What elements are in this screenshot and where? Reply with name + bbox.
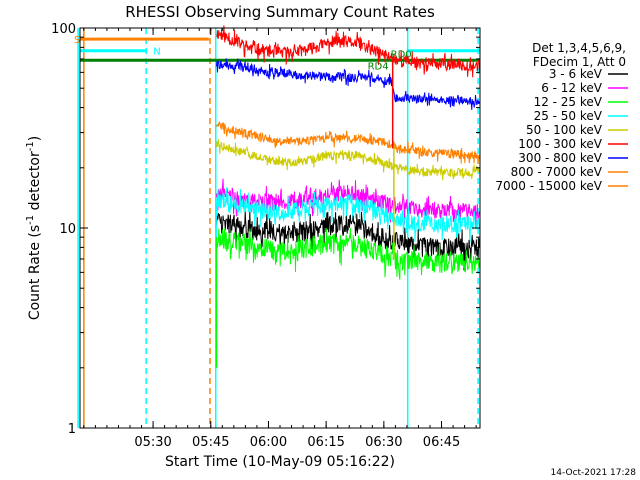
x-tick-label: 06:00 [250,435,287,450]
y-label-exponent: -1 [25,141,36,151]
x-tick-label: 06:15 [307,435,344,450]
state-bars: SN [74,35,480,62]
plot-area [79,27,481,429]
legend: Det 1,3,4,5,6,9, FDecim 1, Att 0 3 - 6 k… [495,41,628,193]
state-label: RD0 [391,50,412,61]
legend-entry-label: 25 - 50 keV [534,109,603,123]
state-bar-label: S [74,35,80,46]
chart-title: RHESSI Observing Summary Count Rates [125,3,435,21]
state-bar-label: N [153,47,160,58]
x-tick-label: 05:45 [192,435,229,450]
legend-header: FDecim 1, Att 0 [533,55,626,69]
series-line [216,58,481,111]
x-tick-label: 06:45 [423,435,460,450]
y-label-exponent: -1 [25,215,36,225]
y-label-part: ) [27,136,43,141]
legend-entry-label: 12 - 25 keV [534,95,603,109]
timestamp: 14-Oct-2021 17:28 [551,468,637,478]
y-axis-ticks: 1 10 100 [51,22,480,437]
y-label-part: Count Rate (s [27,225,43,320]
y-axis-label: Count Rate (s-1 detector-1) [25,136,43,320]
x-axis-label: Start Time (10-May-09 05:16:22) [165,454,395,470]
y-label-part: detector [27,151,43,215]
series-group [216,25,481,280]
series-line [216,187,481,244]
x-axis-ticks: 05:30 05:45 06:00 06:15 06:30 06:45 [83,28,477,450]
state-label: RD4 [368,62,389,73]
legend-entry-label: 6 - 12 keV [541,81,603,95]
series-line [216,211,481,271]
legend-entry-label: 3 - 6 keV [549,67,603,81]
legend-entry-label: 100 - 300 keV [518,137,602,151]
legend-entry-label: 7000 - 15000 keV [495,179,602,193]
spikes-group [215,56,395,368]
legend-header: Det 1,3,4,5,6,9, [532,41,626,55]
series-line [216,227,480,280]
y-tick-label: 10 [59,222,76,237]
series-line [216,25,481,78]
x-tick-label: 06:30 [365,435,402,450]
legend-entry-label: 300 - 800 keV [518,151,602,165]
y-tick-label: 100 [51,22,76,37]
legend-entry-label: 800 - 7000 keV [511,165,603,179]
legend-entry-label: 50 - 100 keV [526,123,603,137]
series-line [216,138,481,181]
x-tick-label: 05:30 [134,435,171,450]
series-line [216,121,481,165]
y-tick-label: 1 [68,422,76,437]
